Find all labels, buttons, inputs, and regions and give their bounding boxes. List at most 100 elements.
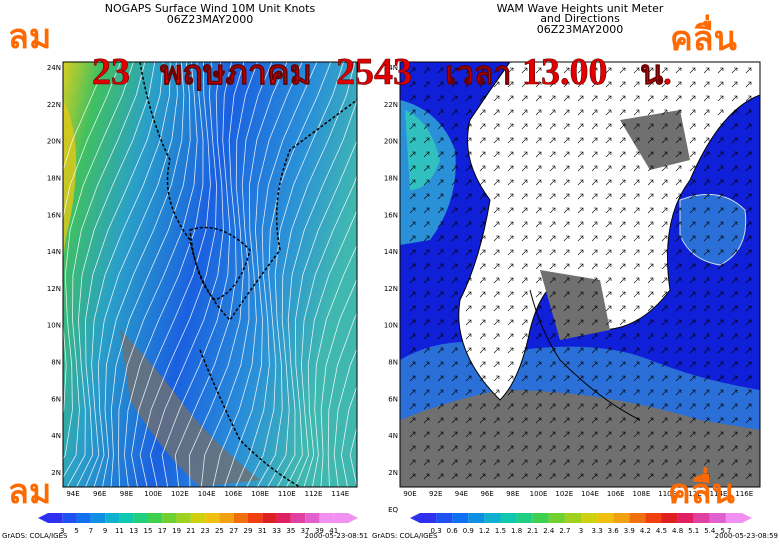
direction-arrow bbox=[675, 137, 682, 144]
direction-arrow bbox=[493, 417, 500, 424]
direction-arrow bbox=[619, 179, 626, 186]
direction-arrow bbox=[717, 277, 724, 284]
direction-arrow bbox=[731, 417, 738, 424]
direction-arrow bbox=[745, 473, 752, 480]
direction-arrow bbox=[745, 179, 752, 186]
direction-arrow bbox=[479, 81, 486, 88]
direction-arrow bbox=[577, 193, 584, 200]
direction-arrow bbox=[717, 151, 724, 158]
streamline bbox=[131, 62, 211, 487]
direction-arrow bbox=[675, 403, 682, 410]
direction-arrow bbox=[535, 165, 542, 172]
direction-arrow bbox=[549, 249, 556, 256]
direction-arrow bbox=[479, 333, 486, 340]
streamline bbox=[246, 62, 332, 487]
direction-arrow bbox=[689, 403, 696, 410]
direction-arrow bbox=[591, 375, 598, 382]
direction-arrow bbox=[661, 473, 668, 480]
direction-arrow bbox=[717, 473, 724, 480]
direction-arrow bbox=[605, 109, 612, 116]
direction-arrow bbox=[437, 137, 444, 144]
lat-label: 2N bbox=[388, 469, 398, 477]
lat-label: 20N bbox=[384, 138, 398, 146]
direction-arrow bbox=[605, 193, 612, 200]
direction-arrow bbox=[591, 81, 598, 88]
direction-arrow bbox=[647, 221, 654, 228]
direction-arrow bbox=[577, 123, 584, 130]
direction-arrow bbox=[535, 81, 542, 88]
direction-arrow bbox=[451, 207, 458, 214]
direction-arrow bbox=[451, 333, 458, 340]
direction-arrow bbox=[745, 305, 752, 312]
direction-arrow bbox=[451, 249, 458, 256]
direction-arrow bbox=[619, 291, 626, 298]
direction-arrow bbox=[521, 109, 528, 116]
direction-arrow bbox=[409, 263, 416, 270]
lon-label: 112E bbox=[305, 490, 323, 498]
direction-arrow bbox=[675, 375, 682, 382]
direction-arrow bbox=[703, 179, 710, 186]
lat-label: 18N bbox=[47, 174, 61, 182]
direction-arrow bbox=[731, 319, 738, 326]
direction-arrow bbox=[717, 403, 724, 410]
direction-arrow bbox=[731, 109, 738, 116]
direction-arrow bbox=[423, 249, 430, 256]
direction-arrow bbox=[745, 459, 752, 466]
direction-arrow bbox=[731, 123, 738, 130]
direction-arrow bbox=[619, 67, 626, 74]
direction-arrow bbox=[605, 277, 612, 284]
direction-arrow bbox=[745, 207, 752, 214]
direction-arrow bbox=[647, 95, 654, 102]
direction-arrow bbox=[731, 473, 738, 480]
streamline bbox=[63, 62, 146, 479]
direction-arrow bbox=[689, 375, 696, 382]
direction-arrow bbox=[465, 347, 472, 354]
direction-arrow bbox=[731, 403, 738, 410]
direction-arrow bbox=[577, 67, 584, 74]
direction-arrow bbox=[521, 137, 528, 144]
direction-arrow bbox=[633, 417, 640, 424]
direction-arrow bbox=[619, 375, 626, 382]
colorbar-swatch bbox=[725, 513, 742, 523]
direction-arrow bbox=[633, 95, 640, 102]
direction-arrow bbox=[689, 95, 696, 102]
direction-arrow bbox=[577, 361, 584, 368]
direction-arrow bbox=[521, 277, 528, 284]
direction-arrow bbox=[703, 193, 710, 200]
colorbar-swatch bbox=[333, 513, 348, 523]
direction-arrow bbox=[479, 67, 486, 74]
streamline bbox=[267, 62, 356, 487]
direction-arrow bbox=[731, 305, 738, 312]
direction-arrow bbox=[577, 459, 584, 466]
direction-arrow bbox=[731, 389, 738, 396]
direction-arrow bbox=[521, 375, 528, 382]
direction-arrow bbox=[703, 81, 710, 88]
direction-arrow bbox=[493, 361, 500, 368]
direction-arrow bbox=[409, 137, 416, 144]
direction-arrow bbox=[563, 81, 570, 88]
direction-arrow bbox=[647, 417, 654, 424]
streamline bbox=[118, 62, 198, 487]
direction-arrow bbox=[409, 459, 416, 466]
direction-arrow bbox=[521, 361, 528, 368]
direction-arrow bbox=[577, 319, 584, 326]
direction-arrow bbox=[633, 221, 640, 228]
direction-arrow bbox=[451, 459, 458, 466]
direction-arrow bbox=[661, 459, 668, 466]
direction-arrow bbox=[661, 207, 668, 214]
direction-arrow bbox=[745, 109, 752, 116]
direction-arrow bbox=[507, 305, 514, 312]
lon-label: 108E bbox=[633, 490, 651, 498]
direction-arrow bbox=[661, 193, 668, 200]
direction-arrow bbox=[437, 403, 444, 410]
direction-arrow bbox=[465, 319, 472, 326]
direction-arrow bbox=[409, 193, 416, 200]
direction-arrow bbox=[745, 347, 752, 354]
direction-arrow bbox=[591, 263, 598, 270]
direction-arrow bbox=[675, 193, 682, 200]
direction-arrow bbox=[633, 207, 640, 214]
direction-arrow bbox=[507, 221, 514, 228]
direction-arrow bbox=[647, 235, 654, 242]
direction-arrow bbox=[689, 123, 696, 130]
direction-arrow bbox=[549, 123, 556, 130]
